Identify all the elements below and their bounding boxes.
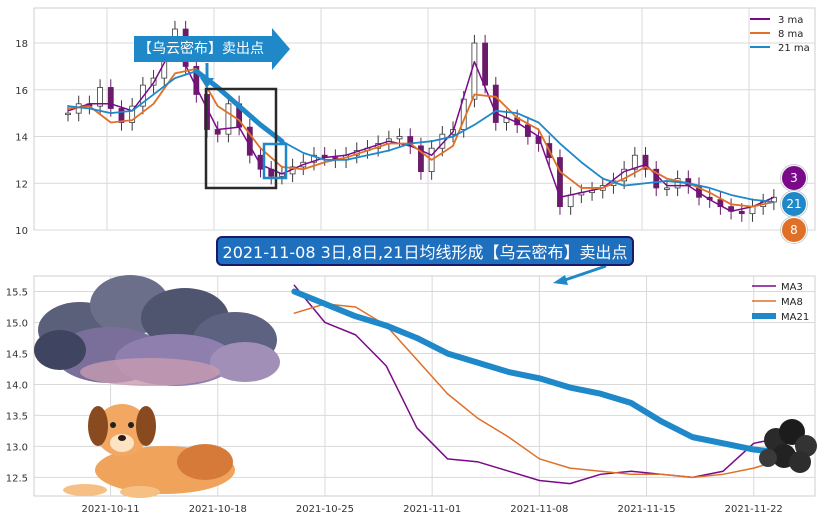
- series-line-MA21: [291, 288, 788, 456]
- candle-body: [107, 87, 114, 109]
- y-tick-label: 18: [15, 39, 28, 50]
- dog-paw: [63, 484, 107, 496]
- x-tick-label: 2021-10-11: [82, 504, 140, 515]
- y-tick-label: 13.0: [6, 442, 28, 453]
- series-line-8ma: [67, 67, 775, 208]
- x-tick-label: 2021-10-18: [189, 504, 247, 515]
- sell-arrow-banner: [134, 28, 290, 70]
- candle-body: [567, 194, 574, 208]
- candle-body: [492, 84, 499, 123]
- y-tick-label: 15.5: [6, 287, 28, 298]
- dog-muzzle: [110, 434, 134, 452]
- series-line-MA3: [293, 284, 786, 485]
- crossover-box: [262, 142, 288, 180]
- candle-body: [738, 210, 745, 215]
- series-line-21ma: [67, 70, 774, 203]
- y-tick-label: 14.5: [6, 349, 28, 360]
- sell-zone-box: [204, 87, 278, 190]
- dog-eye-right: [128, 422, 134, 428]
- candle-body: [118, 108, 125, 123]
- bottom-legend: MA3 MA8 MA21: [752, 282, 809, 323]
- y-tick-label: 10: [15, 226, 28, 237]
- legend-label-MA8: MA8: [781, 297, 803, 308]
- small-dark-cloud-illustration: [759, 419, 817, 473]
- candle-body: [225, 103, 232, 135]
- cloud-puff: [210, 342, 280, 382]
- callout-pointer-head: [553, 275, 568, 285]
- callout-pointer-line: [561, 264, 607, 283]
- legend-label-21ma: 21 ma: [778, 43, 810, 54]
- candle-body: [471, 42, 478, 100]
- candle-body: [631, 154, 638, 170]
- sell-arrow-label: 【乌云密布】卖出点: [138, 41, 264, 57]
- candle-body: [621, 168, 628, 182]
- candle-body: [65, 112, 71, 116]
- dog-eye-left: [110, 422, 116, 428]
- candle-body: [557, 157, 563, 208]
- top-chart: 10 12 14 16 18 3 ma 8 ma 21 ma: [15, 7, 816, 237]
- cloud-puff: [80, 358, 220, 386]
- badge-3: 3: [781, 165, 807, 191]
- candle-body: [97, 87, 103, 107]
- y-tick-label: 14.0: [6, 380, 28, 391]
- y-tick-label: 13.5: [6, 411, 28, 422]
- candle-body: [396, 136, 403, 140]
- x-tick-label: 2021-11-22: [725, 504, 783, 515]
- dog-nose: [118, 435, 126, 441]
- legend-label-MA21: MA21: [781, 312, 809, 323]
- x-tick-label: 2021-11-01: [403, 504, 461, 515]
- candle-body: [311, 154, 317, 163]
- cloud-puff: [34, 330, 86, 370]
- badge-21: 21: [781, 191, 807, 217]
- candle-body: [418, 145, 424, 172]
- y-tick-label: 16: [15, 86, 28, 97]
- sell-pointer-head: [200, 78, 214, 88]
- top-y-ticks: 10 12 14 16 18: [15, 39, 28, 237]
- dog-ear-left: [88, 406, 108, 446]
- bottom-y-ticks: 12.5 13.0 13.5 14.0 14.5 15.0 15.5: [6, 287, 28, 484]
- dark-cloud-illustration: [34, 275, 280, 386]
- x-tick-label: 2021-10-25: [296, 504, 354, 515]
- series-line-3ma: [67, 42, 775, 213]
- dog-ear-right: [136, 406, 156, 446]
- badge-8: 8: [781, 217, 807, 243]
- dog-head: [95, 404, 149, 456]
- cloud-puff: [789, 451, 811, 473]
- x-tick-label: 2021-11-15: [617, 504, 675, 515]
- x-tick-label: 2021-11-08: [510, 504, 568, 515]
- bottom-callout: 2021-11-08 3日,8日,21日均线形成【乌云密布】卖出点: [216, 236, 634, 266]
- candle-body: [642, 154, 649, 170]
- dog-illustration: [63, 404, 235, 498]
- candle-body: [482, 42, 489, 86]
- y-tick-label: 15.0: [6, 318, 28, 329]
- candle-body: [664, 187, 670, 190]
- bottom-ma-lines: [291, 284, 788, 485]
- candle-body: [193, 66, 200, 95]
- cloud-puff: [759, 449, 777, 467]
- top-legend: 3 ma 8 ma 21 ma: [750, 15, 810, 54]
- dog-paw: [120, 486, 160, 498]
- y-tick-label: 12.5: [6, 473, 28, 484]
- candle-body: [717, 199, 724, 208]
- y-tick-label: 14: [15, 133, 28, 144]
- candle-body: [129, 105, 136, 123]
- legend-label-MA3: MA3: [781, 282, 803, 293]
- legend-label-8ma: 8 ma: [778, 29, 803, 40]
- dog-patch: [177, 444, 233, 480]
- y-tick-label: 12: [15, 179, 28, 190]
- bottom-x-ticks: 2021-10-11 2021-10-18 2021-10-25 2021-11-01…: [82, 504, 783, 515]
- legend-label-3ma: 3 ma: [778, 15, 803, 26]
